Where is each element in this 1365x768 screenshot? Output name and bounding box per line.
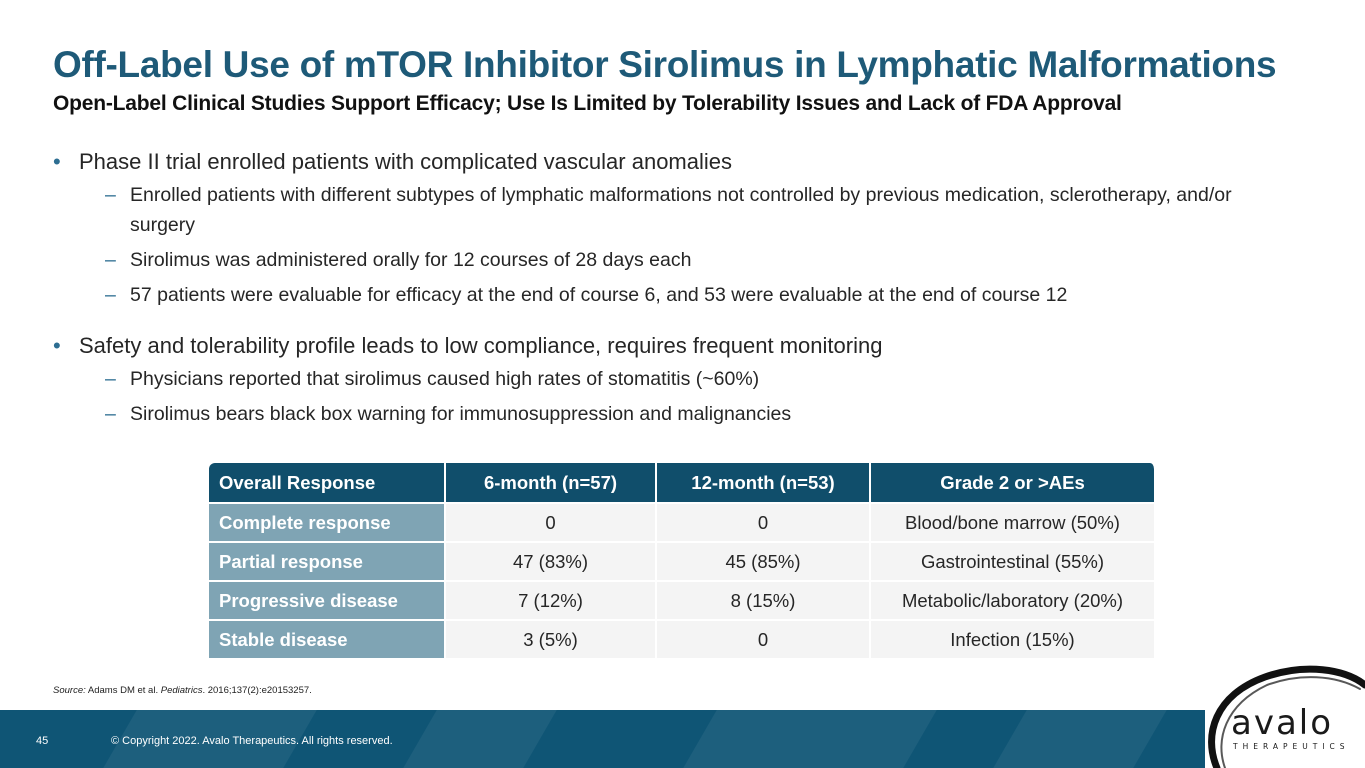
table-cell: Infection (15%) (871, 621, 1156, 660)
response-table: Overall Response 6-month (n=57) 12-month… (209, 463, 1156, 660)
table-cell: 3 (5%) (446, 621, 657, 660)
table-cell: 45 (85%) (657, 543, 871, 582)
column-header: 12-month (n=53) (657, 463, 871, 504)
table-row: Complete response 0 0 Blood/bone marrow … (209, 504, 1156, 543)
bullet-item: • Safety and tolerability profile leads … (53, 331, 1283, 361)
column-header: Grade 2 or >AEs (871, 463, 1156, 504)
table-row: Progressive disease 7 (12%) 8 (15%) Meta… (209, 582, 1156, 621)
table-cell: Metabolic/laboratory (20%) (871, 582, 1156, 621)
column-header: 6-month (n=57) (446, 463, 657, 504)
table-row: Partial response 47 (83%) 45 (85%) Gastr… (209, 543, 1156, 582)
logo-tagline: THERAPEUTICS (1233, 742, 1350, 751)
table-cell: Gastrointestinal (55%) (871, 543, 1156, 582)
sub-bullet-text: 57 patients were evaluable for efficacy … (130, 284, 1068, 306)
page-number: 45 (36, 735, 49, 747)
avalo-logo: avalo THERAPEUTICS (1195, 655, 1365, 768)
source-citation: Source: Adams DM et al. Pediatrics. 2016… (53, 685, 312, 696)
source-authors: Adams DM et al. (87, 685, 159, 696)
sub-bullet-item: – Sirolimus was administered orally for … (53, 245, 1283, 275)
sub-bullet-item: – Physicians reported that sirolimus cau… (53, 364, 1283, 394)
source-journal: Pediatrics (160, 685, 203, 696)
table-row: Stable disease 3 (5%) 0 Infection (15%) (209, 621, 1156, 660)
footer-bar: 45 © Copyright 2022. Avalo Therapeutics.… (0, 710, 1365, 768)
bullet-text: Safety and tolerability profile leads to… (79, 333, 883, 358)
row-header: Partial response (209, 543, 446, 582)
table-cell: Blood/bone marrow (50%) (871, 504, 1156, 543)
sub-bullet-item: – Enrolled patients with different subty… (53, 180, 1283, 240)
column-header: Overall Response (209, 463, 446, 504)
logo-wordmark: avalo (1231, 703, 1334, 743)
sub-bullet-text: Sirolimus was administered orally for 12… (130, 249, 692, 271)
dash-icon: – (105, 368, 116, 390)
sub-bullet-text: Physicians reported that sirolimus cause… (130, 368, 760, 390)
bullet-text: Phase II trial enrolled patients with co… (79, 149, 732, 174)
copyright-text: © Copyright 2022. Avalo Therapeutics. Al… (111, 735, 393, 747)
source-label: Source: (53, 685, 86, 696)
bullet-item: • Phase II trial enrolled patients with … (53, 147, 1283, 177)
slide-subtitle: Open-Label Clinical Studies Support Effi… (53, 92, 1122, 115)
row-header: Complete response (209, 504, 446, 543)
row-header: Stable disease (209, 621, 446, 660)
dash-icon: – (105, 249, 116, 271)
bullet-dot-icon: • (53, 149, 61, 174)
dash-icon: – (105, 184, 116, 206)
table-cell: 0 (446, 504, 657, 543)
bullet-dot-icon: • (53, 333, 61, 358)
table-cell: 47 (83%) (446, 543, 657, 582)
row-header: Progressive disease (209, 582, 446, 621)
table-cell: 0 (657, 504, 871, 543)
brush-circle-icon (1208, 665, 1365, 768)
source-details: . 2016;137(2):e20153257. (202, 685, 312, 696)
table-cell: 0 (657, 621, 871, 660)
sub-bullet-item: – Sirolimus bears black box warning for … (53, 399, 1283, 429)
dash-icon: – (105, 403, 116, 425)
sub-bullet-item: – 57 patients were evaluable for efficac… (53, 280, 1283, 310)
bullet-list: • Phase II trial enrolled patients with … (53, 147, 1283, 434)
sub-bullet-text: Enrolled patients with different subtype… (130, 184, 1232, 236)
table-header-row: Overall Response 6-month (n=57) 12-month… (209, 463, 1156, 504)
slide-title: Off-Label Use of mTOR Inhibitor Sirolimu… (53, 44, 1277, 85)
dash-icon: – (105, 284, 116, 306)
table-cell: 8 (15%) (657, 582, 871, 621)
sub-bullet-text: Sirolimus bears black box warning for im… (130, 403, 792, 425)
table-cell: 7 (12%) (446, 582, 657, 621)
